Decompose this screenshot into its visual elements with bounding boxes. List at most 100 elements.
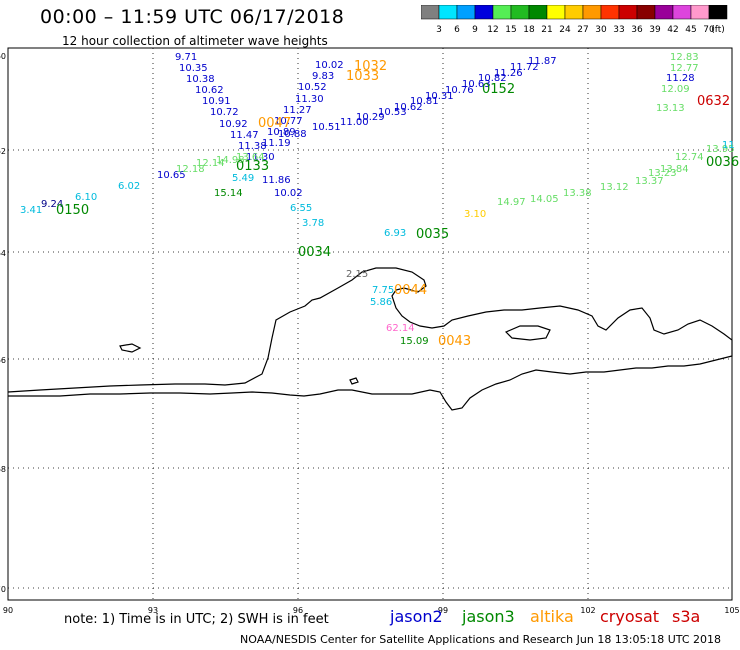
lon-label: 90: [3, 606, 13, 615]
wave-height-value: 11.72: [510, 62, 539, 73]
wave-height-value: 10.62: [394, 102, 423, 113]
lat-label: -68: [0, 465, 6, 474]
pass-time-label: 0035: [416, 227, 449, 242]
wave-height-value: 6.55: [290, 203, 312, 214]
colorbar-label: 39: [649, 25, 661, 35]
wave-height-value: 13.12: [600, 182, 629, 193]
wave-height-value: 10.72: [210, 107, 239, 118]
wave-height-value: 10.81: [410, 96, 439, 107]
legend-jason3: jason3: [462, 607, 515, 626]
wave-height-value: 10.92: [219, 119, 248, 130]
color-scale-legend: 3 6 9 12 15 18 21 24 27 30 33 36 39 42 45 70(ft): [421, 5, 728, 35]
lat-label: -70: [0, 585, 6, 594]
wave-height-labels: 9.7110.3510.3810.6210.9110.7210.9211.471…: [20, 52, 739, 349]
wave-height-value: 11.87: [528, 56, 557, 67]
colorbar-label: 70: [703, 25, 715, 35]
colorbar-label: 21: [541, 25, 552, 35]
wave-height-value: 10.77: [274, 116, 303, 127]
wave-height-value: 11.30: [295, 94, 324, 105]
wave-height-value: 7.75: [372, 285, 394, 296]
colorbar-label: 12: [487, 25, 498, 35]
pass-time-label: 0043: [438, 334, 471, 349]
wave-height-value: 12.83: [670, 52, 699, 63]
wave-height-value: 10.53: [378, 107, 407, 118]
colorbar-label: 3: [436, 25, 442, 35]
pass-time-label: 1033: [346, 69, 379, 84]
wave-height-value: 10.31: [425, 91, 454, 102]
wave-height-value: 10.29: [356, 112, 385, 123]
wave-height-value: 11.28: [666, 73, 695, 84]
axis-labels: -60 -62 -64 -66 -68 -70 90 93 96 99 102 105: [0, 52, 740, 615]
wave-height-value: 10.91: [202, 96, 231, 107]
legend-jason2: jason2: [390, 607, 443, 626]
wave-height-value: 14.97: [497, 197, 526, 208]
lat-label: -66: [0, 356, 6, 365]
wave-height-value: 10.02: [274, 188, 303, 199]
coastline: [7, 267, 733, 411]
wave-height-value: 10.02: [315, 60, 344, 71]
wave-height-value: 11: [722, 140, 735, 151]
wave-height-value: 11.27: [283, 105, 312, 116]
pass-time-label: 0047: [258, 116, 291, 131]
wave-height-value: 12.77: [670, 63, 699, 74]
wave-height-value: 5.49: [232, 173, 254, 184]
wave-height-value: 12.18: [176, 164, 205, 175]
coastline-island-tiny: [349, 377, 359, 385]
legend-cryosat: cryosat: [600, 607, 660, 626]
wave-height-value: 6.10: [75, 192, 97, 203]
page-subtitle: 12 hour collection of altimeter wave hei…: [62, 34, 328, 48]
colorbar-label: (ft): [711, 25, 725, 35]
pass-time-label: 0133: [236, 159, 269, 174]
pass-time-label: 0150: [56, 203, 89, 218]
wave-height-value: 12.14: [196, 158, 225, 169]
colorbar-label: 24: [559, 25, 571, 35]
wave-height-value: 15.14: [214, 188, 243, 199]
wave-height-value: 5.86: [370, 297, 392, 308]
pass-time-label: 0034: [298, 245, 331, 260]
coastline-island: [504, 325, 551, 341]
pass-time-label: 0152: [482, 82, 515, 97]
pass-time-label: 0036: [706, 155, 739, 170]
credit-line: NOAA/NESDIS Center for Satellite Applica…: [240, 633, 722, 646]
wave-height-value: 11.38: [238, 141, 267, 152]
pass-time-label: 0044: [394, 283, 427, 298]
wave-height-value: 10.35: [179, 63, 208, 74]
wave-height-value: 13.37: [635, 176, 664, 187]
wave-height-value: 10.65: [157, 170, 186, 181]
colorbar-label: 42: [667, 25, 678, 35]
colorbar-label: 9: [472, 25, 478, 35]
legend-altika: altika: [530, 607, 574, 626]
wave-height-value: 10.76: [445, 85, 474, 96]
wave-height-value: 13.38: [563, 188, 592, 199]
lat-label: -64: [0, 249, 6, 258]
wave-height-value: 6.93: [384, 228, 406, 239]
colorbar-label: 18: [523, 25, 535, 35]
wave-height-value: 3.10: [464, 209, 486, 220]
wave-height-value: 6.02: [118, 181, 140, 192]
wave-height-value: 12.74: [675, 152, 704, 163]
lat-label: -60: [0, 52, 6, 61]
wave-height-value: 14.98: [216, 155, 245, 166]
lon-label: 99: [438, 606, 448, 615]
colorbar-label: 33: [613, 25, 624, 35]
wave-height-value: 10.82: [478, 73, 507, 84]
wave-height-value: 11.30: [246, 152, 275, 163]
lon-label: 96: [293, 606, 303, 615]
wave-height-value: 15.09: [400, 336, 429, 347]
wave-height-value: 13.95: [706, 144, 735, 155]
colorbar-label: 45: [685, 25, 696, 35]
wave-height-value: 14.05: [530, 194, 559, 205]
pass-time-label: 1032: [354, 59, 387, 74]
wave-height-value: 10.51: [312, 122, 341, 133]
wave-height-value: 9.83: [312, 71, 334, 82]
wave-height-value: 11.47: [230, 130, 259, 141]
wave-height-value: 13.84: [660, 164, 689, 175]
wave-height-value: 9.71: [175, 52, 197, 63]
wave-height-value: 10.38: [186, 74, 215, 85]
wave-height-value: 11.86: [262, 175, 291, 186]
wave-height-value: 13.23: [648, 168, 677, 179]
colorbar-label: 6: [454, 25, 460, 35]
colorbar-label: 27: [577, 25, 588, 35]
lon-label: 105: [724, 606, 739, 615]
